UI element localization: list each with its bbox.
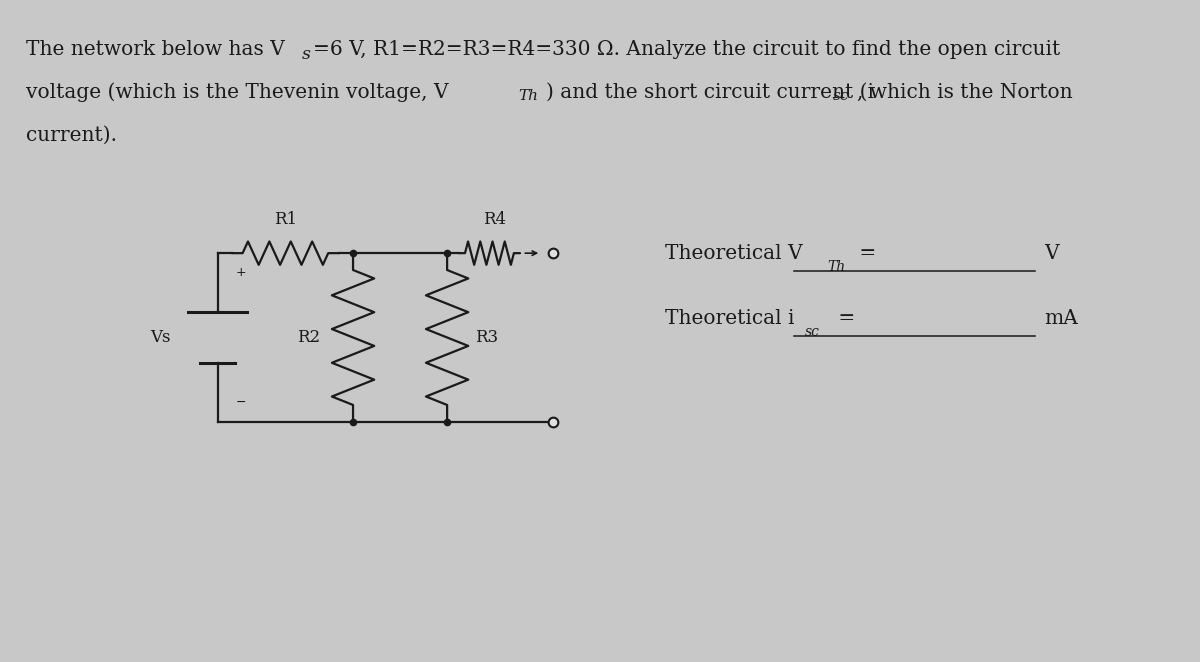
Text: voltage (which is the Thevenin voltage, V: voltage (which is the Thevenin voltage, … xyxy=(26,83,449,103)
Text: current).: current). xyxy=(26,126,118,145)
Text: Vs: Vs xyxy=(150,329,170,346)
Text: mA: mA xyxy=(1044,308,1079,328)
Text: Th: Th xyxy=(827,260,845,275)
Text: +: + xyxy=(235,266,246,279)
Text: R2: R2 xyxy=(296,329,320,346)
Text: The network below has V: The network below has V xyxy=(26,40,286,59)
Text: s: s xyxy=(302,46,311,64)
Text: =6 V, R1=R2=R3=R4=330 Ω. Analyze the circuit to find the open circuit: =6 V, R1=R2=R3=R4=330 Ω. Analyze the cir… xyxy=(313,40,1061,59)
Text: =: = xyxy=(853,244,876,263)
Text: V: V xyxy=(1044,244,1060,263)
Text: −: − xyxy=(235,396,246,409)
Text: Theoretical V: Theoretical V xyxy=(665,244,803,263)
Text: sc: sc xyxy=(833,89,850,103)
Text: , which is the Norton: , which is the Norton xyxy=(857,83,1073,102)
Text: R3: R3 xyxy=(475,329,498,346)
Text: sc: sc xyxy=(805,325,820,340)
Text: R1: R1 xyxy=(274,211,296,228)
Text: Th: Th xyxy=(518,89,539,103)
Text: ) and the short circuit current (i: ) and the short circuit current (i xyxy=(546,83,874,102)
Text: Theoretical i: Theoretical i xyxy=(665,308,794,328)
Text: =: = xyxy=(832,308,854,328)
Text: R4: R4 xyxy=(482,211,505,228)
